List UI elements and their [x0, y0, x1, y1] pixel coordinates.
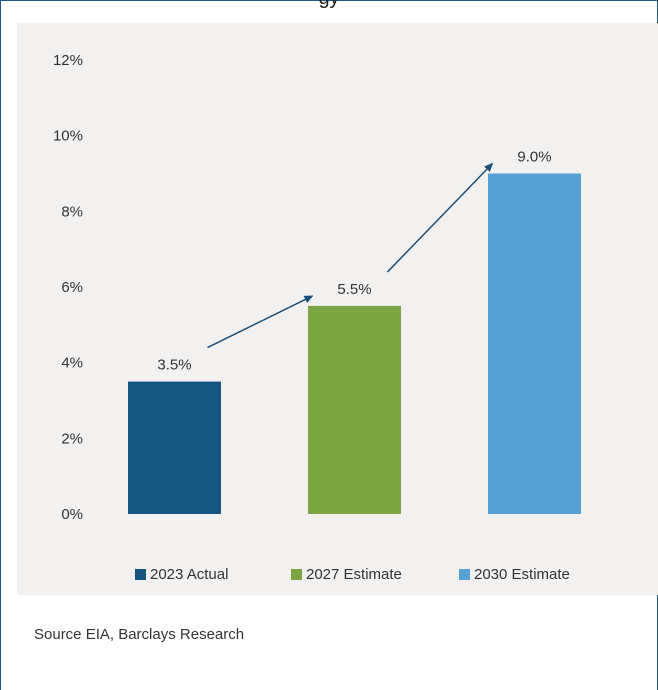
legend: 2023 Actual 2027 Estimate 2030 Estimate: [17, 564, 658, 586]
legend-swatch: [459, 568, 470, 580]
data-label: 5.5%: [337, 281, 371, 298]
legend-label: 2027 Estimate: [306, 565, 402, 583]
legend-swatch: [291, 568, 302, 580]
legend-item: 2030 Estimate: [459, 564, 570, 584]
y-tick-label: 2%: [61, 430, 83, 447]
y-tick-label: 10%: [53, 128, 83, 145]
legend-label: 2030 Estimate: [474, 565, 570, 583]
trend-arrows: [207, 162, 494, 349]
chart-title: gy: [0, 0, 658, 10]
trend-arrow: [207, 295, 314, 349]
data-label: 3.5%: [157, 357, 191, 374]
chart-panel: 0% 2% 4% 6% 8% 10% 12% 3.5% 5.5% 9.0% 2023 Actua…: [17, 23, 658, 595]
source-note: Source EIA, Barclays Research: [34, 626, 245, 643]
bar: [308, 305, 401, 514]
bar: [488, 173, 581, 514]
trend-arrow: [386, 162, 494, 273]
y-tick-label: 6%: [61, 279, 83, 296]
bars: [128, 173, 581, 514]
bar: [128, 381, 221, 514]
y-tick-label: 8%: [61, 203, 83, 220]
legend-label: 2023 Actual: [150, 565, 229, 583]
legend-swatch: [135, 568, 146, 580]
legend-item: 2023 Actual: [135, 564, 228, 584]
data-label: 9.0%: [517, 149, 551, 166]
y-tick-label: 0%: [61, 506, 83, 523]
data-labels: 3.5% 5.5% 9.0%: [157, 149, 551, 374]
y-tick-label: 12%: [53, 52, 83, 69]
y-axis: 0% 2% 4% 6% 8% 10% 12%: [53, 52, 83, 523]
y-tick-label: 4%: [61, 355, 83, 372]
legend-item: 2027 Estimate: [291, 564, 402, 584]
bar-chart: 0% 2% 4% 6% 8% 10% 12% 3.5% 5.5% 9.0%: [53, 52, 581, 523]
